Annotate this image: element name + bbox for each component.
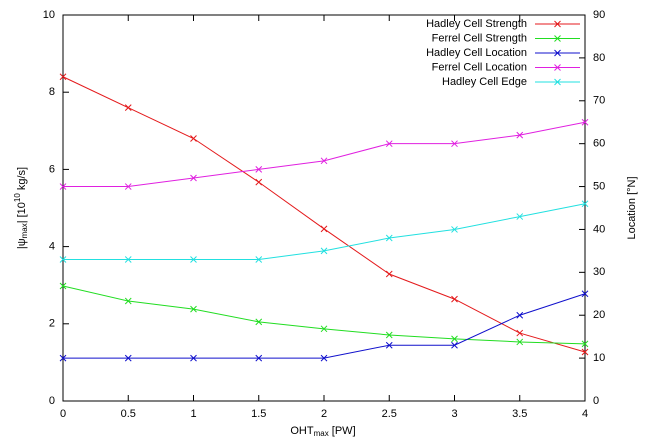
y-tick-label: 4 xyxy=(49,241,55,253)
legend-marker xyxy=(554,35,561,42)
y2-tick-label: 90 xyxy=(593,9,605,21)
point-marker xyxy=(190,256,197,263)
point-marker xyxy=(190,354,197,362)
point-marker xyxy=(255,318,263,326)
x-label-rest: [PW] xyxy=(329,425,356,437)
point-marker xyxy=(190,135,197,142)
point-marker xyxy=(516,213,524,220)
point-marker xyxy=(581,340,589,348)
point-marker xyxy=(516,311,524,319)
y2-tick-label: 80 xyxy=(593,52,605,64)
point-marker xyxy=(124,183,132,190)
y2-tick-label: 70 xyxy=(593,95,605,107)
point-marker xyxy=(581,348,589,356)
point-marker xyxy=(516,338,524,346)
x-tick-label: 1.5 xyxy=(251,408,266,420)
point-marker xyxy=(451,226,458,233)
legend-marker xyxy=(554,49,561,57)
point-marker xyxy=(255,256,263,263)
x-axis-label: OHTmax [PW] xyxy=(290,425,355,438)
point-marker xyxy=(581,200,589,208)
point-marker xyxy=(124,104,132,111)
x-tick-label: 2.5 xyxy=(382,408,397,420)
y-label-main: |ψ xyxy=(16,238,28,249)
point-marker xyxy=(124,354,132,362)
point-marker xyxy=(385,270,393,278)
point-marker xyxy=(385,234,393,242)
point-marker xyxy=(451,140,458,148)
point-marker xyxy=(320,225,328,233)
point-marker xyxy=(59,354,67,362)
point-marker xyxy=(516,131,524,139)
y-label-rest: kg/s] xyxy=(16,167,28,193)
y2-tick-label: 20 xyxy=(593,309,605,321)
y-tick-label: 0 xyxy=(49,395,55,407)
y2-tick-label: 60 xyxy=(593,138,605,150)
x-tick-label: 2 xyxy=(321,408,327,420)
legend-label: Hadley Cell Edge xyxy=(442,76,527,88)
point-marker xyxy=(124,256,132,263)
x-tick-label: 4 xyxy=(582,408,588,420)
point-marker xyxy=(320,325,328,333)
legend-marker xyxy=(554,20,561,28)
y-tick-label: 10 xyxy=(43,9,55,21)
legend-marker xyxy=(554,64,561,71)
y-tick-label: 2 xyxy=(49,318,55,330)
legend-label: Ferrel Cell Location xyxy=(432,61,527,73)
legend-label: Hadley Cell Location xyxy=(426,47,527,59)
x-label-main: OHT xyxy=(290,425,314,437)
point-marker xyxy=(190,305,197,313)
point-marker xyxy=(59,282,67,290)
point-marker xyxy=(451,335,458,343)
point-marker xyxy=(59,256,67,263)
y-axis-label: |ψmax| [1010 kg/s] xyxy=(13,167,29,249)
point-marker xyxy=(385,140,393,148)
series-line xyxy=(62,285,586,345)
point-marker xyxy=(581,118,589,126)
y2-tick-label: 10 xyxy=(593,352,605,364)
point-marker xyxy=(385,341,393,349)
y-tick-label: 6 xyxy=(49,163,55,175)
point-marker xyxy=(581,290,589,298)
point-marker xyxy=(255,178,263,186)
point-marker xyxy=(451,341,458,349)
point-marker xyxy=(59,73,67,81)
x-tick-label: 0.5 xyxy=(121,408,136,420)
y-tick-label: 8 xyxy=(49,86,55,98)
legend-label: Ferrel Cell Strength xyxy=(432,32,527,44)
point-marker xyxy=(190,174,197,182)
series-line xyxy=(62,76,586,353)
y-label-sub: max xyxy=(20,223,29,238)
point-marker xyxy=(255,166,263,173)
y-label-mid: | [10 xyxy=(16,202,28,223)
y-label-sup: 10 xyxy=(13,193,22,202)
point-marker xyxy=(59,183,67,190)
legend-marker xyxy=(554,78,561,86)
x-tick-label: 0 xyxy=(60,408,66,420)
x-tick-label: 3.5 xyxy=(512,408,527,420)
point-marker xyxy=(255,354,263,362)
y2-tick-label: 50 xyxy=(593,180,605,192)
point-marker xyxy=(320,247,328,255)
series-line xyxy=(63,121,586,188)
y2-tick-label: 0 xyxy=(593,395,599,407)
legend-label: Hadley Cell Strength xyxy=(426,18,527,30)
x-tick-label: 3 xyxy=(451,408,457,420)
y2-tick-label: 40 xyxy=(593,223,605,235)
point-marker xyxy=(320,354,328,362)
x-label-sub: max xyxy=(314,429,329,438)
y2-tick-label: 30 xyxy=(593,266,605,278)
point-marker xyxy=(385,331,393,339)
point-marker xyxy=(124,297,132,305)
point-marker xyxy=(451,295,458,303)
x-tick-label: 1 xyxy=(190,408,196,420)
point-marker xyxy=(320,157,328,165)
point-marker xyxy=(516,329,524,337)
y2-axis-label: Location [°N] xyxy=(626,176,638,239)
